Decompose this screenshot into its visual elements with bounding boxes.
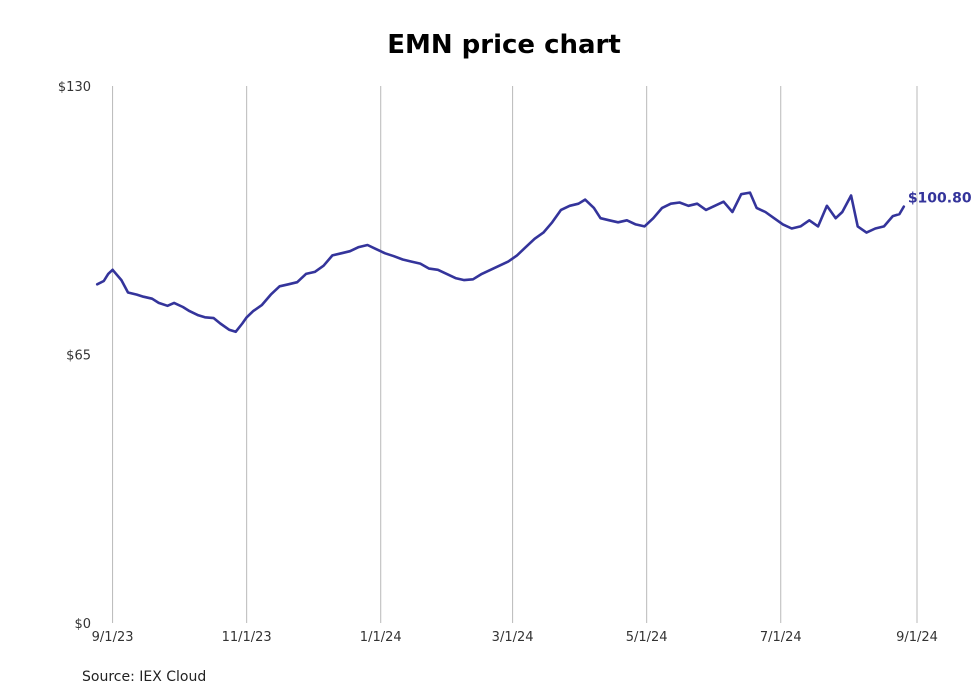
chart-title: EMN price chart	[387, 30, 621, 60]
grid-lines	[112, 86, 918, 623]
x-tick-label: 11/1/23	[222, 630, 272, 645]
x-tick-label: 5/1/24	[626, 630, 668, 645]
source-note: Source: IEX Cloud	[82, 669, 207, 685]
x-tick-label: 7/1/24	[760, 630, 802, 645]
x-tick-label: 9/1/23	[92, 630, 134, 645]
x-tick-label: 9/1/24	[896, 630, 938, 645]
y-tick-label: $0	[74, 617, 91, 632]
last-price-label: $100.80	[908, 191, 972, 207]
x-axis-ticks: 9/1/23 11/1/23 1/1/24 3/1/24 5/1/24 7/1/24 9/1…	[92, 630, 938, 645]
x-tick-label: 3/1/24	[492, 630, 534, 645]
y-tick-label: $65	[66, 349, 91, 364]
y-tick-label: $130	[58, 80, 91, 95]
price-series-line	[95, 191, 906, 334]
y-axis-ticks: $0 $65 $130	[58, 80, 91, 632]
x-tick-label: 1/1/24	[360, 630, 402, 645]
